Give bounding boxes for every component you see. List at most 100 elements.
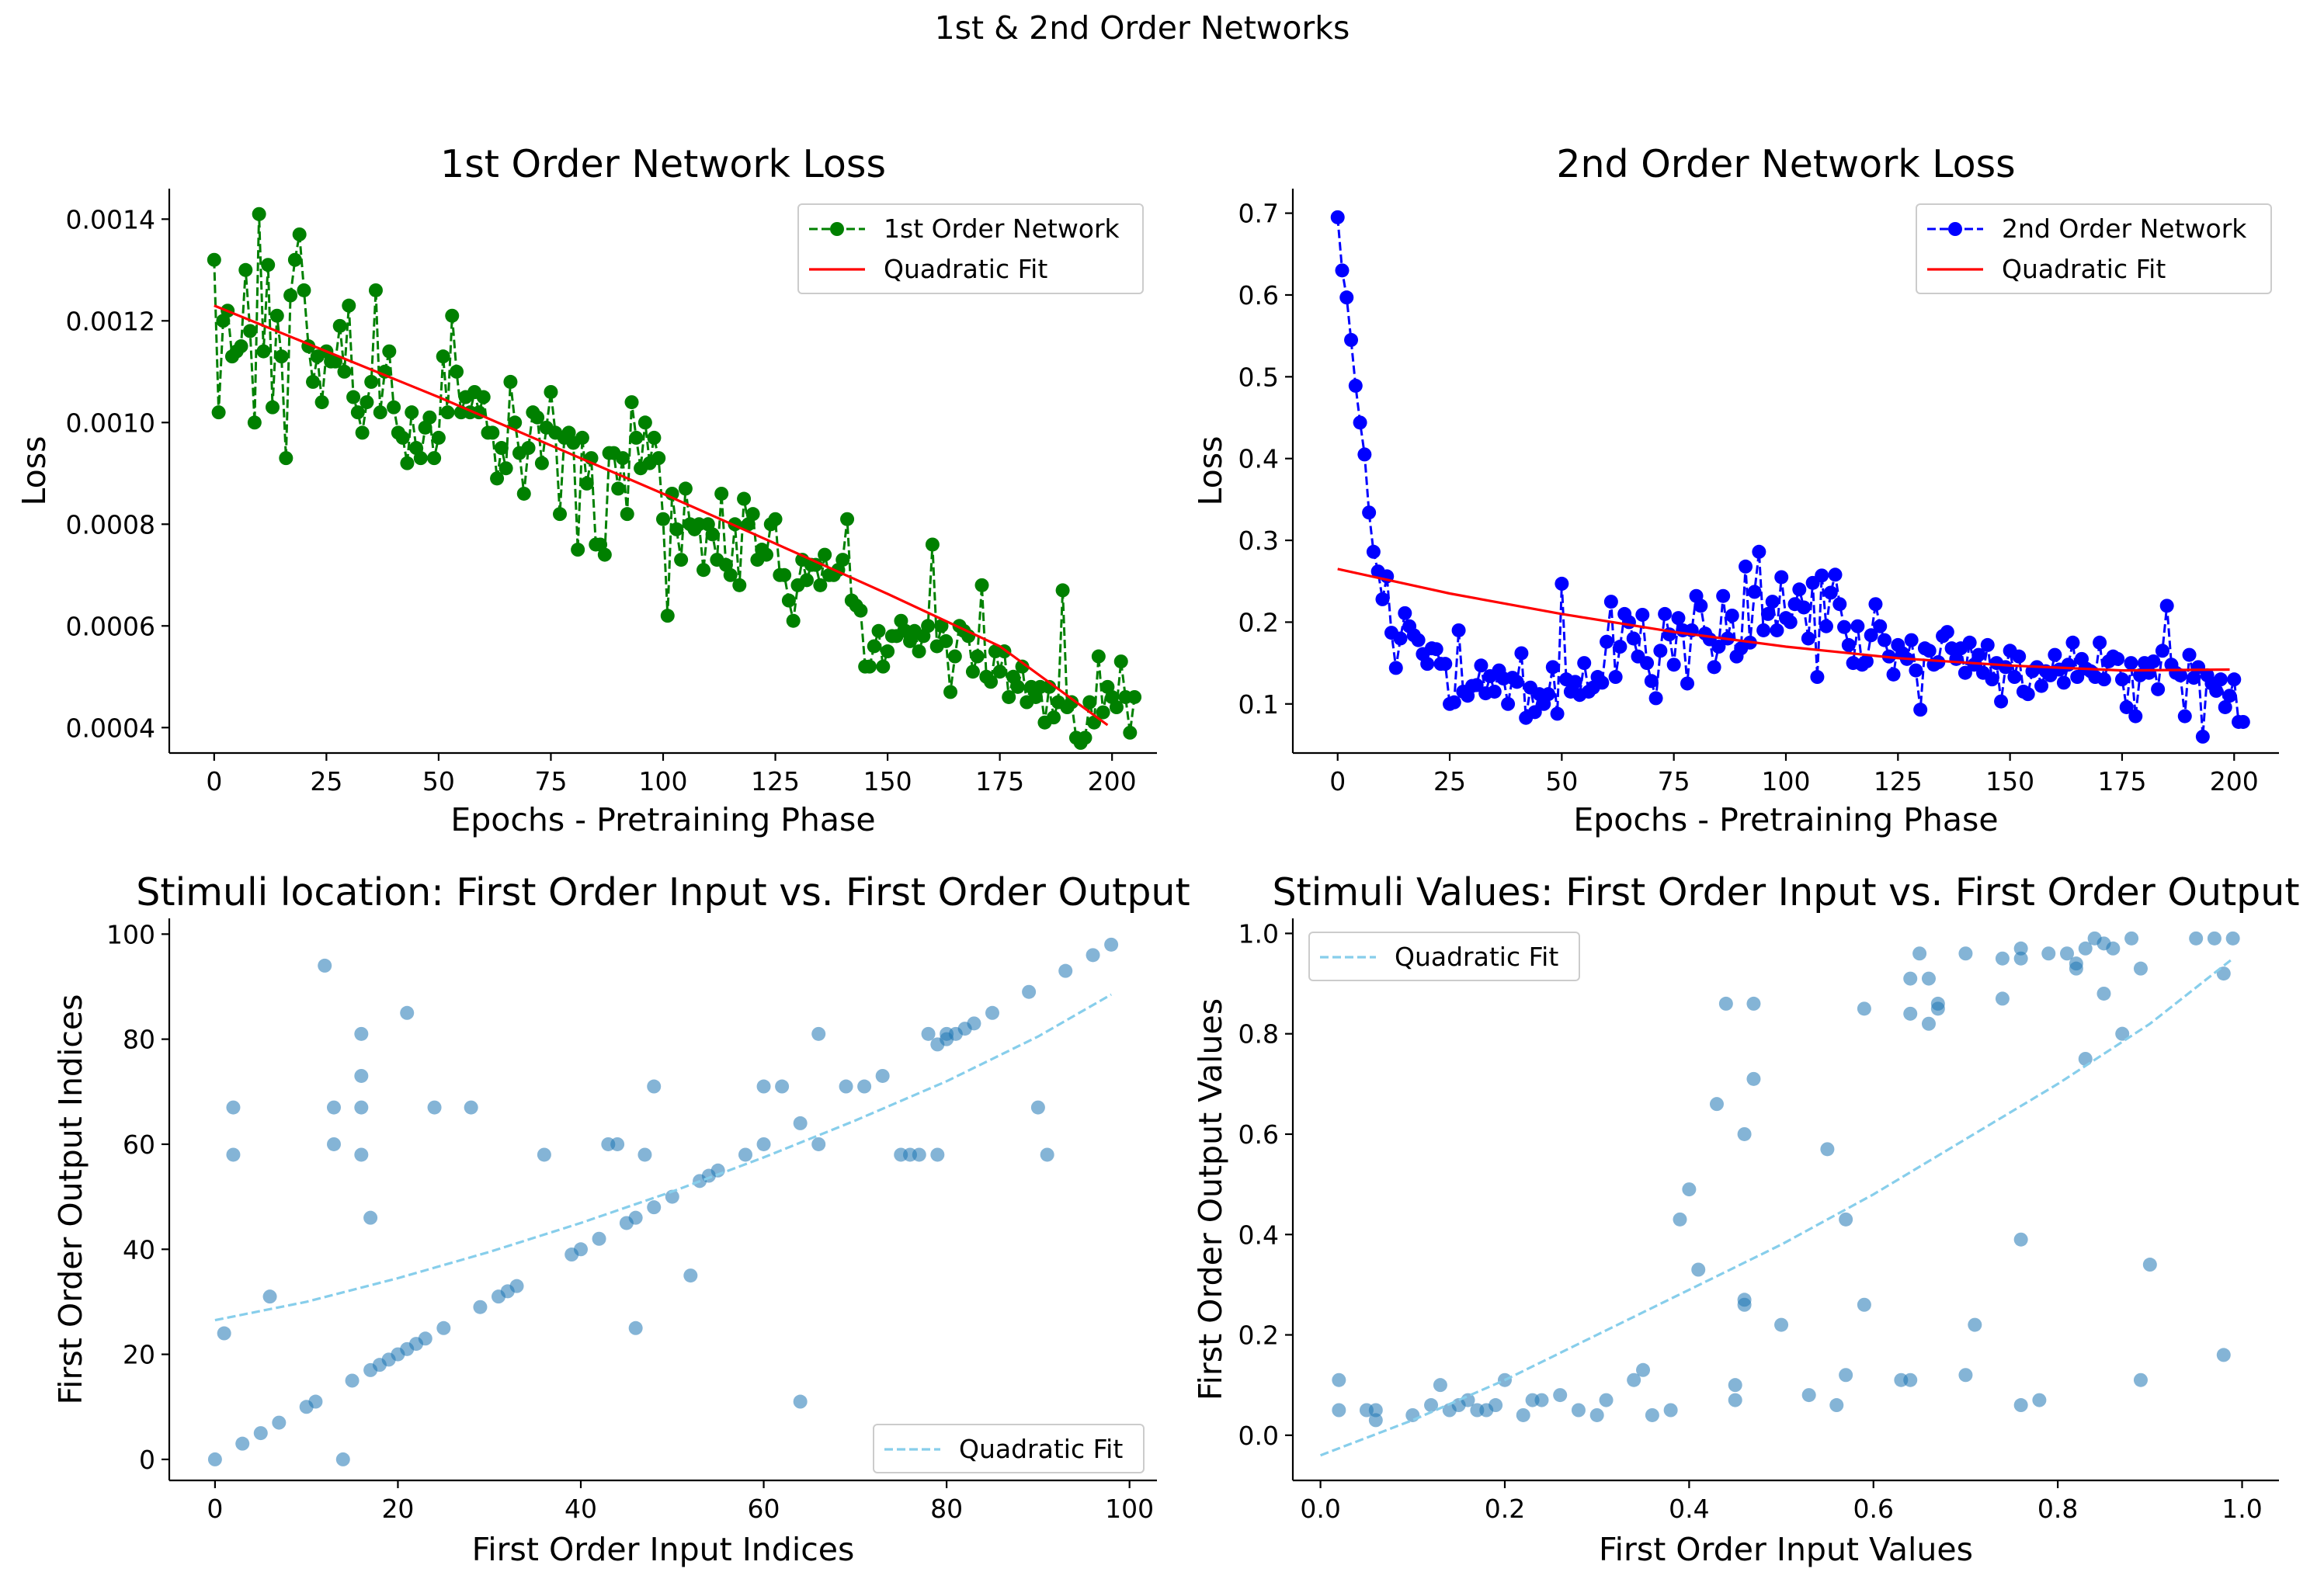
loss2-data-point bbox=[1447, 695, 1461, 710]
loss1-data-point bbox=[314, 395, 329, 410]
loss2-data-point bbox=[1348, 378, 1363, 393]
loss2-data-point bbox=[1873, 619, 1888, 633]
scatter1-point bbox=[354, 1147, 369, 1162]
loss1-data-point bbox=[287, 252, 302, 267]
loss2-data-point bbox=[1626, 631, 1641, 646]
loss2-y-tick-label: 0.3 bbox=[1238, 526, 1279, 556]
loss2-legend-box bbox=[1916, 203, 2272, 294]
loss2-data-point bbox=[1707, 660, 1721, 675]
scatter1-x-tick-label: 40 bbox=[564, 1494, 597, 1524]
loss1-data-point bbox=[498, 461, 513, 476]
loss2-data-point bbox=[1577, 656, 1592, 671]
loss1-data-point bbox=[256, 344, 271, 359]
scatter1-x-tick-label: 60 bbox=[748, 1494, 780, 1524]
loss1-data-point bbox=[377, 364, 392, 379]
loss2-data-point bbox=[1711, 640, 1726, 654]
scatter2-point bbox=[1857, 1001, 1871, 1016]
loss1-data-point bbox=[934, 619, 949, 633]
loss2-data-point bbox=[1640, 656, 1655, 671]
scatter1-point bbox=[1040, 1147, 1054, 1162]
loss1-data-point bbox=[818, 547, 832, 562]
loss1-data-point bbox=[678, 481, 693, 496]
loss2-y-tick-label: 0.4 bbox=[1238, 444, 1279, 474]
scatter2-point bbox=[1930, 996, 1945, 1011]
loss1-data-point bbox=[943, 685, 958, 699]
loss1-data-point bbox=[297, 283, 311, 297]
loss2-data-point bbox=[2195, 729, 2210, 744]
loss1-x-tick-label: 150 bbox=[863, 766, 912, 796]
loss2-data-point bbox=[1792, 582, 1807, 597]
loss1-data-point bbox=[516, 486, 531, 501]
scatter1-point bbox=[756, 1079, 771, 1094]
loss1-data-point bbox=[876, 659, 891, 674]
loss2-data-point bbox=[1765, 595, 1780, 609]
scatter2-point bbox=[1801, 1388, 1816, 1403]
loss2-data-point bbox=[1411, 633, 1426, 647]
scatter1-point bbox=[793, 1394, 808, 1409]
loss2-data-point bbox=[2128, 709, 2143, 724]
loss2-data-point bbox=[1550, 706, 1565, 721]
loss1-data-point bbox=[840, 512, 855, 526]
loss2-data-point bbox=[2119, 699, 2134, 714]
loss1-data-point bbox=[871, 623, 886, 638]
loss1-data-point bbox=[912, 644, 926, 659]
loss2-data-point bbox=[1541, 687, 1556, 702]
loss1-data-point bbox=[436, 349, 450, 364]
loss2-data-point bbox=[1913, 703, 1928, 717]
scatter2-point bbox=[1424, 1398, 1439, 1413]
loss2-x-tick-label: 25 bbox=[1433, 766, 1466, 796]
scatter2-point bbox=[1433, 1378, 1447, 1393]
loss2-x-tick-label: 0 bbox=[1329, 766, 1346, 796]
loss1-data-point bbox=[759, 547, 773, 562]
loss2-data-point bbox=[1366, 544, 1381, 559]
scatter1-point bbox=[930, 1147, 945, 1162]
scatter1-point bbox=[647, 1079, 662, 1094]
loss2-data-point bbox=[1474, 658, 1489, 673]
loss1-data-point bbox=[553, 507, 568, 522]
loss1-y-tick-label: 0.0012 bbox=[66, 306, 155, 336]
loss2-y-tick-label: 0.7 bbox=[1238, 199, 1279, 229]
loss2-data-point bbox=[1680, 676, 1694, 691]
loss2-data-point bbox=[1971, 647, 1986, 662]
loss2-legend-label: 2nd Order Network bbox=[2002, 213, 2247, 244]
loss1-data-point bbox=[597, 547, 612, 562]
loss1-legend-box bbox=[797, 203, 1144, 294]
loss1-data-point bbox=[355, 425, 370, 440]
scatter2-point bbox=[2115, 1026, 2130, 1041]
loss2-data-point bbox=[2146, 654, 2161, 668]
scatter2-point bbox=[1691, 1262, 1706, 1277]
scatter1-point bbox=[637, 1147, 652, 1162]
loss2-data-point bbox=[2007, 670, 2022, 685]
loss2-data-point bbox=[1653, 644, 1668, 658]
loss1-data-point bbox=[737, 491, 752, 506]
loss2-data-point bbox=[1810, 670, 1825, 685]
scatter1-point bbox=[592, 1231, 606, 1246]
scatter1-point bbox=[912, 1147, 926, 1162]
scatter1-point bbox=[793, 1116, 808, 1130]
loss1-data-point bbox=[1047, 710, 1061, 725]
loss2-data-point bbox=[1886, 667, 1901, 682]
loss1-data-point bbox=[705, 527, 720, 542]
scatter1-x-tick-label: 80 bbox=[930, 1494, 963, 1524]
loss1-data-point bbox=[427, 451, 442, 466]
loss1-data-point bbox=[252, 206, 266, 221]
loss2-data-point bbox=[2065, 635, 2080, 650]
loss1-data-point bbox=[306, 374, 321, 389]
loss2-data-point bbox=[2061, 658, 2076, 672]
scatter1-point bbox=[967, 1016, 981, 1031]
loss1-x-tick-label: 0 bbox=[206, 766, 222, 796]
scatter1-series-fit-line bbox=[214, 993, 1112, 1322]
scatter2-point bbox=[2069, 961, 2083, 976]
scatter2-point bbox=[1682, 1182, 1697, 1197]
loss1-data-point bbox=[697, 563, 711, 578]
loss1-data-point bbox=[395, 430, 410, 445]
loss2-data-point bbox=[1864, 628, 1878, 643]
loss2-data-point bbox=[2070, 670, 2085, 685]
scatter2-point bbox=[2013, 1232, 2028, 1247]
loss2-x-tick-label: 100 bbox=[1762, 766, 1811, 796]
loss1-data-point bbox=[669, 522, 684, 536]
loss1-data-point bbox=[247, 415, 262, 430]
scatter2-point bbox=[1599, 1393, 1614, 1407]
loss2-data-point bbox=[1469, 678, 1484, 692]
loss1-data-point bbox=[342, 298, 356, 313]
